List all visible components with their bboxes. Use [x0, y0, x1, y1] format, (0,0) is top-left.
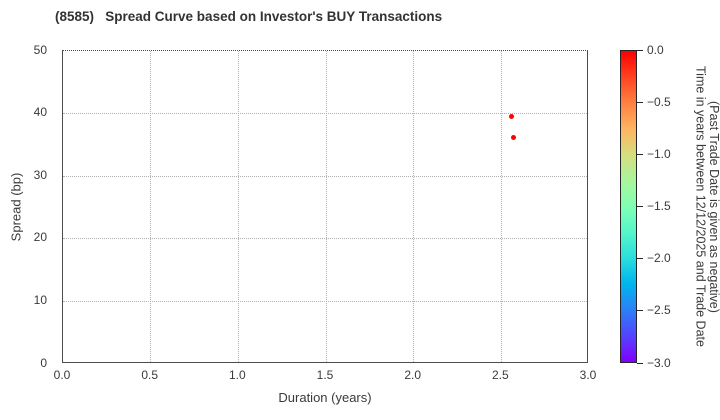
- x-gridline: [237, 51, 239, 362]
- y-gridline: [63, 113, 587, 115]
- colorbar-tick: [637, 49, 643, 51]
- x-tick-label: 0.0: [53, 368, 71, 382]
- colorbar-axis-label: Time in years between 12/12/2025 and Tra…: [693, 50, 720, 363]
- y-tick-label: 50: [33, 42, 47, 57]
- y-gridline: [63, 300, 587, 302]
- colorbar-tick-label: −0.5: [647, 94, 671, 109]
- plot-area: [62, 50, 588, 363]
- x-tick-label: 1.5: [316, 368, 334, 382]
- y-tick-label: 40: [33, 105, 47, 120]
- x-gridline: [413, 51, 415, 362]
- y-tick-label: 30: [33, 167, 47, 182]
- colorbar-tick-label: −2.0: [647, 251, 671, 266]
- colorbar-tick-label: 0.0: [647, 42, 664, 57]
- y-gridline: [63, 238, 587, 240]
- x-gridline: [325, 51, 327, 362]
- y-gridline: [63, 175, 587, 177]
- colorbar-tick: [637, 101, 643, 103]
- data-point: [509, 114, 515, 120]
- colorbar-tick: [637, 258, 643, 260]
- colorbar-tick-label: −1.5: [647, 199, 671, 213]
- colorbar-tick: [637, 206, 643, 207]
- colorbar-tick: [637, 153, 643, 155]
- x-tick-label: 1.0: [228, 368, 246, 382]
- colorbar-tick-label: −3.0: [647, 355, 671, 370]
- x-gridline: [150, 51, 152, 362]
- colorbar-label-line2: (Past Trade Date is given as negative): [707, 100, 720, 313]
- x-tick-label: 2.0: [404, 368, 421, 382]
- colorbar-tick: [637, 310, 643, 312]
- y-tick-label: 20: [33, 230, 47, 245]
- x-axis-label: Duration (years): [278, 390, 372, 405]
- colorbar-label-line1: Time in years between 12/12/2025 and Tra…: [693, 66, 708, 347]
- data-point: [511, 134, 517, 140]
- x-tick-label: 2.5: [491, 368, 509, 382]
- y-tick-label: 0: [40, 355, 47, 370]
- y-tick-label: 10: [33, 292, 47, 307]
- colorbar-tick-label: −2.5: [647, 303, 671, 318]
- chart-title: (8585) Spread Curve based on Investor's …: [55, 9, 443, 24]
- colorbar-gradient: [620, 50, 637, 363]
- colorbar-tick-label: −1.0: [647, 146, 671, 161]
- y-axis-label: Spread (bp): [8, 172, 24, 242]
- colorbar-tick: [637, 362, 643, 364]
- x-tick-label: 0.5: [141, 368, 158, 382]
- x-tick-label: 3.0: [579, 368, 597, 382]
- x-gridline: [500, 51, 502, 362]
